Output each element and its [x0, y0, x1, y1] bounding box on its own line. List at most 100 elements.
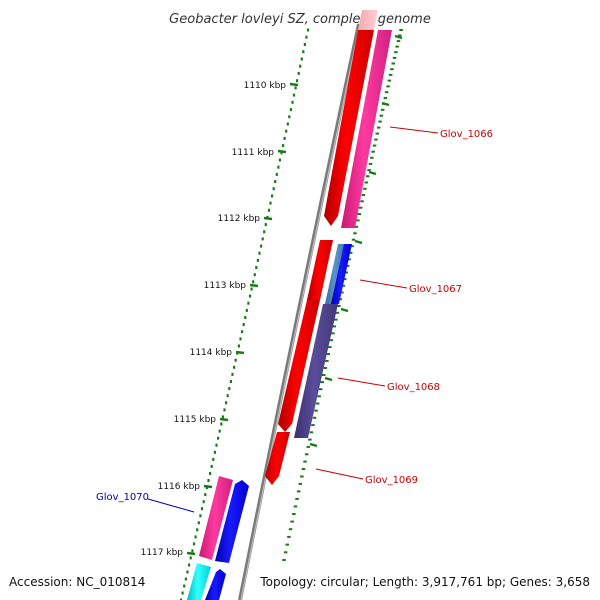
ruler-dot [350, 245, 354, 248]
ruler-dot [334, 318, 338, 321]
ruler-dot [267, 208, 271, 212]
ruler-dot [399, 29, 403, 31]
ruler-dot [283, 136, 286, 140]
ruler-dot [205, 486, 208, 490]
ruler-dot [196, 528, 199, 532]
gene-feature-bar[interactable] [331, 244, 352, 304]
ruler-dot [215, 443, 218, 447]
ruler-dot [371, 150, 375, 153]
gene-label-glov-1069[interactable]: Glov_1069 [365, 475, 418, 486]
ruler-dot [378, 120, 382, 123]
ruler-dot [255, 266, 258, 269]
ruler-dot [337, 305, 341, 307]
ruler-dot [356, 219, 360, 222]
gene-feature-bar[interactable] [265, 432, 290, 485]
gene-feature-bar[interactable] [324, 30, 374, 226]
ruler-dot [370, 156, 374, 159]
tick-label: 1110 kbp [244, 81, 287, 91]
gene-feature-bar[interactable] [294, 304, 338, 438]
gene-label-glov-1066[interactable]: Glov_1066 [440, 129, 493, 140]
ruler-dot [242, 323, 245, 327]
ruler-dot [388, 73, 393, 76]
callout-line [315, 468, 364, 480]
ruler-dot [194, 535, 197, 539]
ruler-dot [306, 445, 310, 448]
ruler-outer-major-ticks [309, 34, 403, 448]
ruler-dot [263, 230, 266, 234]
ruler-dot [280, 151, 283, 155]
ruler-dot [384, 91, 389, 94]
ruler-dot [234, 358, 237, 362]
gene-label-glov-1067[interactable]: Glov_1067 [409, 284, 462, 295]
tick-label: 1111 kbp [232, 148, 275, 158]
ruler-dot [364, 181, 368, 184]
ruler-dot [357, 213, 361, 215]
map-title: Geobacter lovleyi SZ, complete genome [169, 12, 431, 27]
ruler-dot [375, 132, 379, 135]
ruler-dot [204, 493, 207, 497]
ruler-dot [303, 460, 307, 463]
gene-label-glov-1070[interactable]: Glov_1070 [96, 492, 149, 503]
gene-feature-bar[interactable] [307, 240, 333, 307]
ruler-dot [323, 367, 328, 369]
ruler-dot [331, 332, 335, 335]
ruler-dot [368, 162, 373, 165]
ruler-dot [226, 394, 229, 398]
ruler-dot [395, 45, 399, 48]
ruler-dot [354, 225, 359, 228]
ruler-dot [231, 372, 234, 376]
ruler-dot [335, 311, 340, 314]
ruler-dot [189, 556, 192, 560]
ruler-dot [207, 479, 210, 482]
topology-text: Topology: circular; Length: 3,917,761 bp… [259, 575, 590, 589]
gene-feature-bar[interactable] [199, 476, 233, 560]
ruler-dot [282, 144, 285, 148]
ruler-dot [213, 450, 216, 454]
gene-feature-bar[interactable] [341, 30, 392, 228]
ruler-dot [289, 108, 292, 112]
gene-label-glov-1068[interactable]: Glov_1068 [387, 382, 440, 393]
gene-feature-bar[interactable] [215, 480, 249, 563]
ruler-dotted-arc [179, 28, 310, 600]
ruler-dot [283, 551, 288, 554]
ruler-dot [271, 194, 274, 198]
ruler-dot [294, 86, 297, 90]
ruler-dot [244, 316, 247, 319]
tick-label: 1112 kbp [218, 214, 261, 224]
ruler-dot [260, 244, 263, 248]
ruler-dot [210, 464, 213, 468]
ruler-dot [360, 200, 364, 203]
ruler-dot [326, 353, 331, 355]
ruler-dot [380, 108, 385, 111]
tick-label: 1116 kbp [158, 482, 201, 492]
ruler-dot [322, 374, 326, 376]
ruler-dot [220, 422, 223, 426]
ruler-dot [299, 64, 302, 68]
ruler-dot [291, 100, 294, 104]
ruler-dot [301, 468, 306, 470]
ruler-dot [184, 577, 187, 581]
gene-feature-bar[interactable] [205, 569, 226, 600]
ruler-dot [241, 330, 244, 334]
gene-feature-bar[interactable] [187, 563, 211, 600]
ruler-tick-labels: 1110 kbp 1111 kbp 1112 kbp 1113 kbp 1114… [141, 81, 287, 558]
ruler-dot [188, 563, 191, 567]
ruler-major-ticks [186, 82, 299, 556]
ruler-dot [347, 258, 351, 261]
ruler-dot [372, 144, 377, 147]
ruler-dot [394, 51, 398, 54]
ruler-dot [277, 165, 280, 169]
ruler-dot [341, 284, 346, 287]
ruler-dot [300, 475, 304, 478]
genome-backbone-highlight [240, 23, 361, 600]
ruler-dot [340, 291, 344, 294]
gene-feature-bar[interactable] [278, 300, 320, 432]
ruler-dot [218, 429, 221, 433]
gene-feature-bar[interactable] [358, 10, 378, 30]
ruler-dot [296, 79, 299, 83]
gene-features [187, 10, 392, 600]
ruler-dot [250, 287, 253, 291]
ruler-dot [390, 68, 394, 71]
ruler-dot [288, 528, 293, 531]
ruler-dot [221, 415, 224, 419]
